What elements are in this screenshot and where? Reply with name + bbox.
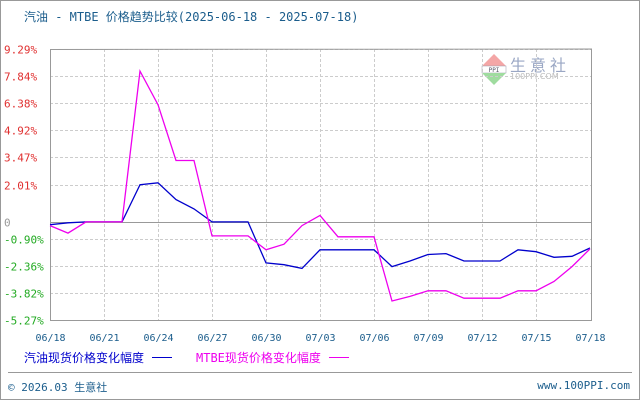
y-axis-ticks: 9.29% 7.84% 6.38% 4.92% 3.47% 2.01% 0 -0.90% -2.… <box>4 44 44 328</box>
legend-item-gasoline: 汽油现货价格变化幅度 <box>24 349 173 366</box>
x-tick-label: 07/18 <box>575 333 605 344</box>
footer-site-link[interactable]: www.100PPI.com <box>537 379 630 392</box>
x-tick-label: 07/12 <box>467 333 497 344</box>
y-tick-label: 7.84% <box>4 71 37 84</box>
axes <box>49 48 592 321</box>
x-tick-label: 06/18 <box>35 333 65 344</box>
svg-text:PPI: PPI <box>489 67 500 74</box>
legend-label-gasoline: 汽油现货价格变化幅度 <box>24 351 145 365</box>
watermark-url: 100PPI.COM <box>510 72 559 81</box>
legend-label-mtbe: MTBE现货价格变化幅度 <box>196 351 321 365</box>
y-tick-label: 6.38% <box>4 98 37 111</box>
y-tick-label: -3.82% <box>4 288 44 301</box>
x-tick-label: 06/21 <box>89 333 119 344</box>
series-line-mtbe <box>49 68 591 302</box>
gridlines <box>50 49 591 321</box>
y-tick-label: -5.27% <box>4 315 44 328</box>
x-tick-label: 06/27 <box>197 333 227 344</box>
y-tick-label: 9.29% <box>4 44 37 57</box>
x-tick-label: 07/06 <box>359 333 389 344</box>
watermark: PPI 生意社 100PPI.COM <box>480 52 580 88</box>
y-tick-label: -0.90% <box>4 234 44 247</box>
y-tick-label: 3.47% <box>4 152 37 165</box>
y-tick-label: 4.92% <box>4 125 37 138</box>
plot-border <box>49 48 592 321</box>
legend-line-mtbe-icon <box>328 357 349 358</box>
legend-line-gasoline-icon <box>152 357 173 358</box>
chart-title: 汽油 - MTBE 价格趋势比较(2025-06-18 - 2025-07-18… <box>24 10 359 24</box>
x-axis-ticks: 06/18 06/21 06/24 06/27 06/30 07/03 07/06 07/09… <box>35 333 605 344</box>
series-lines <box>49 68 591 302</box>
x-tick-label: 07/09 <box>413 333 443 344</box>
series-line-gasoline <box>49 182 591 270</box>
x-tick-label: 07/15 <box>521 333 551 344</box>
footer-copyright: © 2026.03 生意社 <box>8 381 108 394</box>
watermark-brand: 生意社 <box>510 56 571 75</box>
footer-divider <box>8 372 632 373</box>
x-tick-label: 06/24 <box>143 333 173 344</box>
y-tick-label: 0 <box>4 217 11 230</box>
y-tick-label: 2.01% <box>4 180 37 193</box>
legend-item-mtbe: MTBE现货价格变化幅度 <box>196 349 349 366</box>
x-tick-label: 06/30 <box>251 333 281 344</box>
x-tick-label: 07/03 <box>305 333 335 344</box>
y-tick-label: -2.36% <box>4 261 44 274</box>
